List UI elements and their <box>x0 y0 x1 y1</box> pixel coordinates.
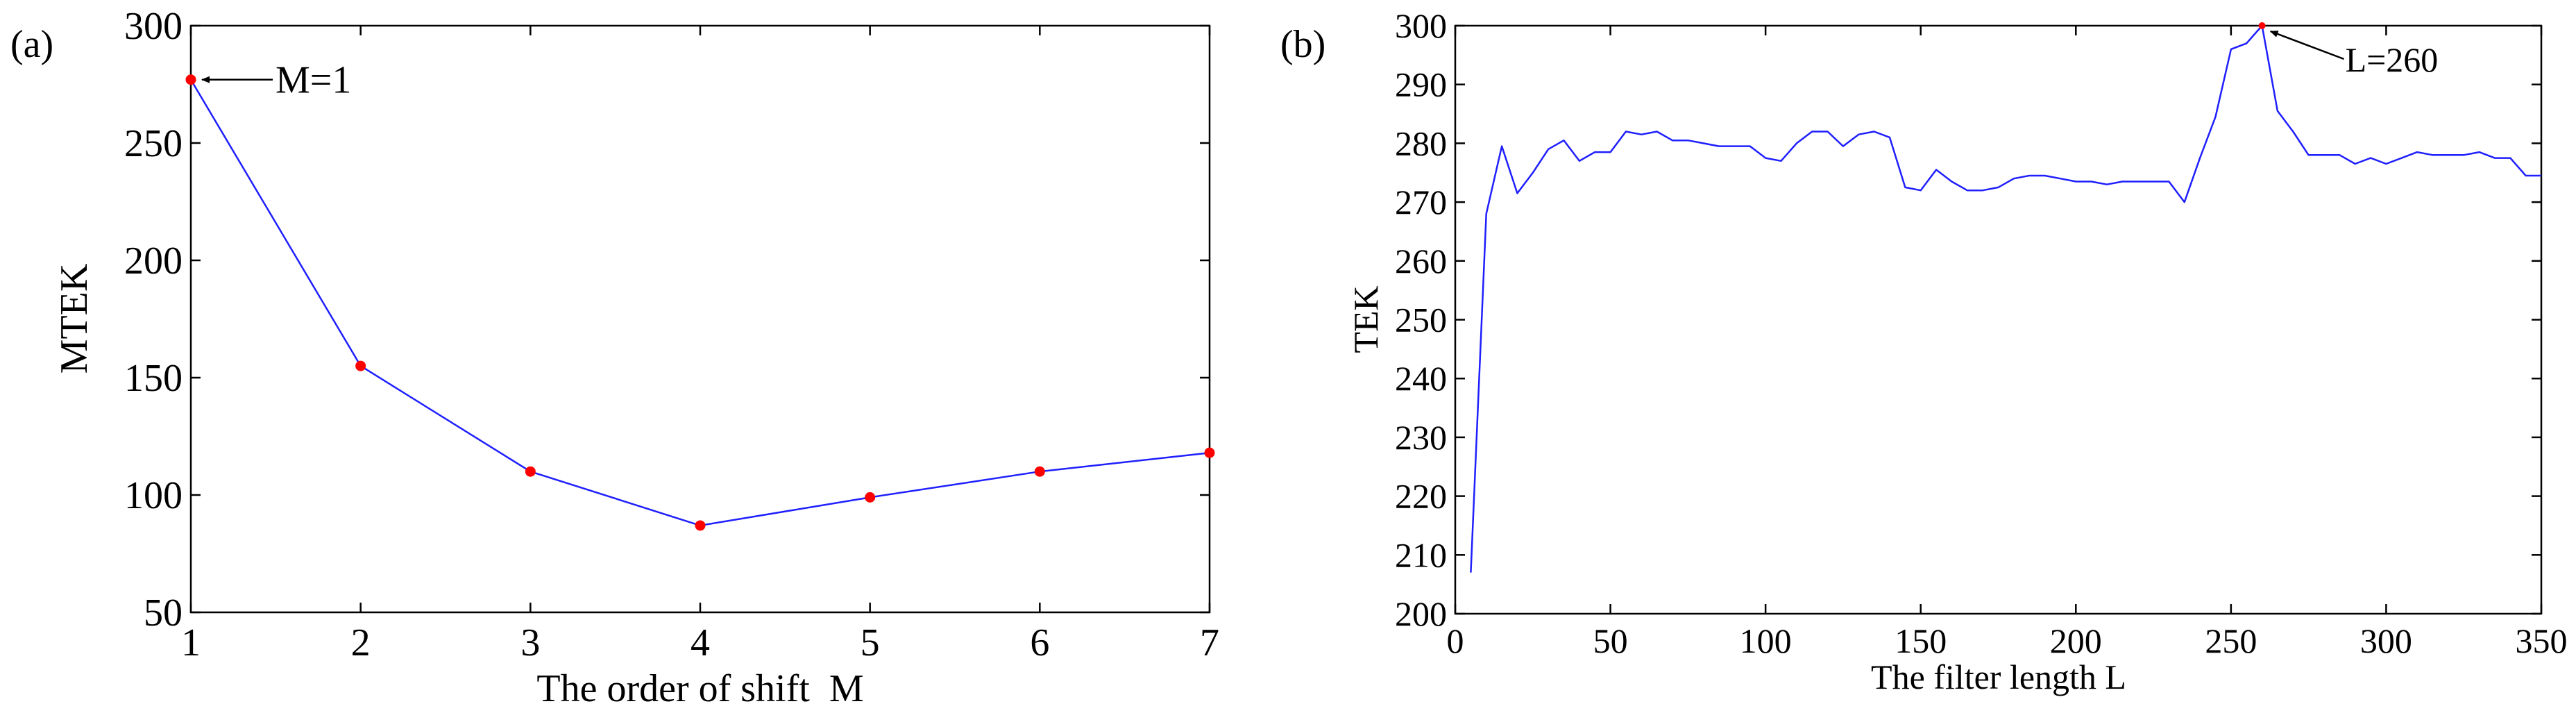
y-tick-label: 300 <box>124 5 183 48</box>
panel-b-axes-box <box>1454 24 2543 615</box>
panel-b-y-ticks: 200 210 220 230 240 250 260 270 280 290 300 <box>1395 6 2541 633</box>
y-tick-label: 270 <box>1395 183 1447 221</box>
y-tick-label: 100 <box>124 474 183 517</box>
data-point <box>695 520 706 531</box>
x-tick-label: 200 <box>2050 621 2102 660</box>
y-tick-label: 200 <box>1395 594 1447 633</box>
x-tick-label: 3 <box>520 621 540 664</box>
data-point <box>1204 447 1215 458</box>
x-tick-label: 4 <box>690 621 710 664</box>
x-tick-label: 1 <box>181 621 201 664</box>
data-point <box>355 360 366 371</box>
panel-b-tek-chart: (b) 0 50 100 150 200 250 300 350 200 210 220 230 24… <box>1280 6 2568 696</box>
y-tick-label: 290 <box>1395 65 1447 104</box>
y-tick-label: 210 <box>1395 535 1447 574</box>
y-tick-label: 200 <box>124 240 183 283</box>
x-tick-label: 100 <box>1740 621 1792 660</box>
y-tick-label: 50 <box>144 592 183 635</box>
data-point <box>1034 466 1045 477</box>
x-tick-label: 250 <box>2205 621 2257 660</box>
x-tick-label: 0 <box>1447 621 1464 660</box>
y-tick-label: 240 <box>1395 359 1447 398</box>
highlight-point <box>2258 22 2266 29</box>
x-tick-label: 150 <box>1895 621 1947 660</box>
panel-b-annotation-text: L=260 <box>2346 40 2439 79</box>
y-tick-label: 220 <box>1395 477 1447 516</box>
panel-b-x-ticks: 0 50 100 150 200 250 300 350 <box>1447 26 2568 660</box>
data-point <box>185 74 196 85</box>
panel-a-mtek-chart: (a) 1 2 3 4 5 6 7 50 100 150 200 250 300 M=1 The or… <box>10 5 1219 710</box>
series-line <box>1470 24 2541 573</box>
panel-b-y-axis-label: TEK <box>1346 285 1385 353</box>
panel-b-annotation: L=260 <box>2269 30 2439 79</box>
panel-b-x-axis-label: The filter length L <box>1871 657 2126 696</box>
x-tick-label: 50 <box>1593 621 1628 660</box>
x-tick-label: 350 <box>2516 621 2568 660</box>
panel-b-label: (b) <box>1280 23 1325 66</box>
data-point <box>525 466 536 477</box>
y-tick-label: 260 <box>1395 242 1447 280</box>
panel-a-y-axis-label: MTEK <box>53 264 96 374</box>
data-point <box>865 492 876 503</box>
panel-a-axes-box <box>189 24 1211 614</box>
y-tick-label: 250 <box>124 122 183 165</box>
panel-a-series <box>185 74 1215 531</box>
panel-a-y-ticks: 50 100 150 200 250 300 <box>124 5 1210 635</box>
panel-a-label: (a) <box>10 23 53 66</box>
y-tick-label: 250 <box>1395 301 1447 339</box>
x-tick-label: 6 <box>1030 621 1049 664</box>
panel-a-annotation: M=1 <box>201 59 351 102</box>
panel-a-x-ticks: 1 2 3 4 5 6 7 <box>181 26 1219 664</box>
y-tick-label: 230 <box>1395 418 1447 457</box>
panel-a-x-axis-label: The order of shift M <box>536 667 863 710</box>
x-tick-label: 5 <box>861 621 880 664</box>
panel-b-annotation-arrow <box>2269 30 2345 60</box>
panel-a-annotation-text: M=1 <box>276 59 351 102</box>
panel-b-series <box>1470 22 2541 573</box>
y-tick-label: 300 <box>1395 6 1447 45</box>
x-tick-label: 2 <box>351 621 371 664</box>
x-tick-label: 300 <box>2360 621 2412 660</box>
y-tick-label: 150 <box>124 357 183 400</box>
x-tick-label: 7 <box>1200 621 1219 664</box>
y-tick-label: 280 <box>1395 124 1447 162</box>
